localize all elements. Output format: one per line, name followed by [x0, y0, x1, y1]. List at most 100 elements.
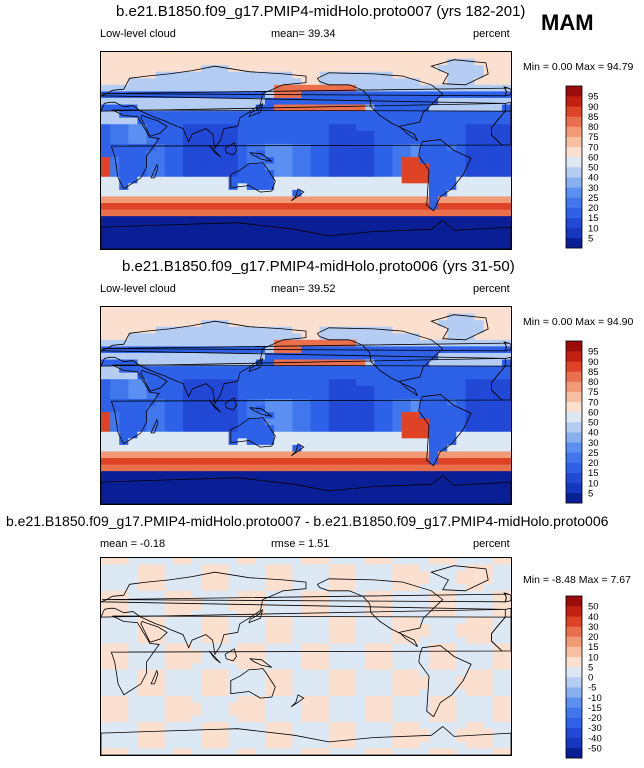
- field-cell: [456, 636, 466, 644]
- field-cell: [110, 111, 120, 119]
- field-cell: [237, 71, 248, 79]
- field-cell: [337, 636, 348, 644]
- field-cell: [474, 352, 485, 361]
- field-cell: [328, 471, 339, 479]
- field-cell: [265, 242, 275, 249]
- field-cell: [283, 715, 293, 723]
- field-cell: [119, 418, 129, 426]
- field-cell: [465, 372, 476, 380]
- field-cell: [155, 346, 166, 354]
- field-cell: [246, 366, 257, 374]
- field-cell: [128, 71, 138, 79]
- field-cell: [274, 669, 284, 677]
- field-cell: [328, 339, 339, 347]
- field-cell: [337, 451, 348, 459]
- field-cell: [410, 741, 421, 749]
- field-cell: [492, 117, 503, 125]
- field-cell: [119, 372, 129, 380]
- field-cell: [410, 209, 421, 217]
- field-cell: [392, 183, 403, 191]
- field-cell: [201, 623, 211, 631]
- colorbar-swatch: [566, 237, 582, 249]
- field-cell: [337, 320, 348, 328]
- field-cell: [237, 715, 248, 723]
- field-cell: [465, 577, 476, 585]
- field-cell: [237, 84, 248, 92]
- field-cell: [246, 124, 257, 132]
- field-cell: [347, 163, 357, 171]
- field-cell: [246, 84, 257, 92]
- field-cell: [265, 669, 275, 677]
- colorbar-tick-label: 30: [588, 183, 599, 194]
- field-cell: [474, 392, 485, 400]
- field-cell: [392, 203, 403, 211]
- field-cell: [456, 183, 466, 191]
- field-cell: [137, 603, 148, 612]
- field-cell: [292, 444, 302, 452]
- coastline: [248, 358, 264, 373]
- field-cell: [164, 157, 175, 165]
- field-cell: [274, 748, 284, 755]
- field-cell: [410, 669, 421, 677]
- field-cell: [337, 558, 348, 566]
- field-cell: [246, 307, 257, 315]
- field-cell: [347, 235, 357, 243]
- field-cell: [492, 111, 503, 119]
- field-cell: [356, 682, 366, 690]
- field-cell: [310, 65, 321, 73]
- field-cell: [392, 571, 403, 579]
- field-cell: [237, 477, 248, 485]
- field-cell: [465, 333, 476, 341]
- field-cell: [137, 656, 148, 664]
- field-cell: [456, 71, 466, 79]
- field-cell: [128, 137, 138, 145]
- field-cell: [301, 471, 312, 479]
- field-cell: [501, 741, 511, 749]
- field-cell: [356, 418, 366, 426]
- field-cell: [492, 352, 503, 361]
- field-cell: [219, 682, 230, 690]
- field-cell: [265, 183, 275, 191]
- field-cell: [429, 78, 439, 86]
- field-cell: [219, 91, 230, 99]
- field-cell: [447, 630, 457, 638]
- field-cell: [274, 333, 284, 341]
- field-cell: [101, 209, 111, 217]
- field-cell: [274, 392, 284, 400]
- field-cell: [119, 564, 129, 572]
- field-cell: [128, 603, 138, 612]
- field-cell: [483, 326, 494, 334]
- field-cell: [246, 143, 257, 151]
- field-cell: [374, 385, 384, 393]
- field-cell: [365, 242, 375, 249]
- field-cell: [146, 484, 157, 492]
- field-cell: [410, 722, 421, 730]
- field-cell: [101, 471, 111, 479]
- field-cell: [292, 669, 302, 677]
- field-cell: [337, 748, 348, 755]
- field-cell: [392, 484, 403, 492]
- coastline: [224, 648, 237, 662]
- colorbar-swatch: [566, 197, 582, 208]
- field-cell: [356, 497, 366, 504]
- field-cell: [483, 412, 494, 420]
- field-cell: [319, 196, 330, 204]
- field-cell: [164, 741, 175, 749]
- field-cell: [119, 630, 129, 638]
- field-cell: [328, 617, 339, 625]
- field-cell: [447, 196, 457, 204]
- field-cell: [383, 643, 394, 651]
- field-cell: [347, 130, 357, 138]
- field-cell: [219, 451, 230, 459]
- field-cell: [392, 643, 403, 651]
- field-cell: [164, 379, 175, 387]
- field-cell: [456, 630, 466, 638]
- field-cell: [283, 748, 293, 755]
- field-cell: [447, 203, 457, 211]
- field-cell: [137, 741, 148, 749]
- field-cell: [110, 682, 120, 690]
- panel1-mean-label: mean= 39.34: [271, 28, 336, 40]
- field-cell: [319, 405, 330, 413]
- field-cell: [146, 643, 157, 651]
